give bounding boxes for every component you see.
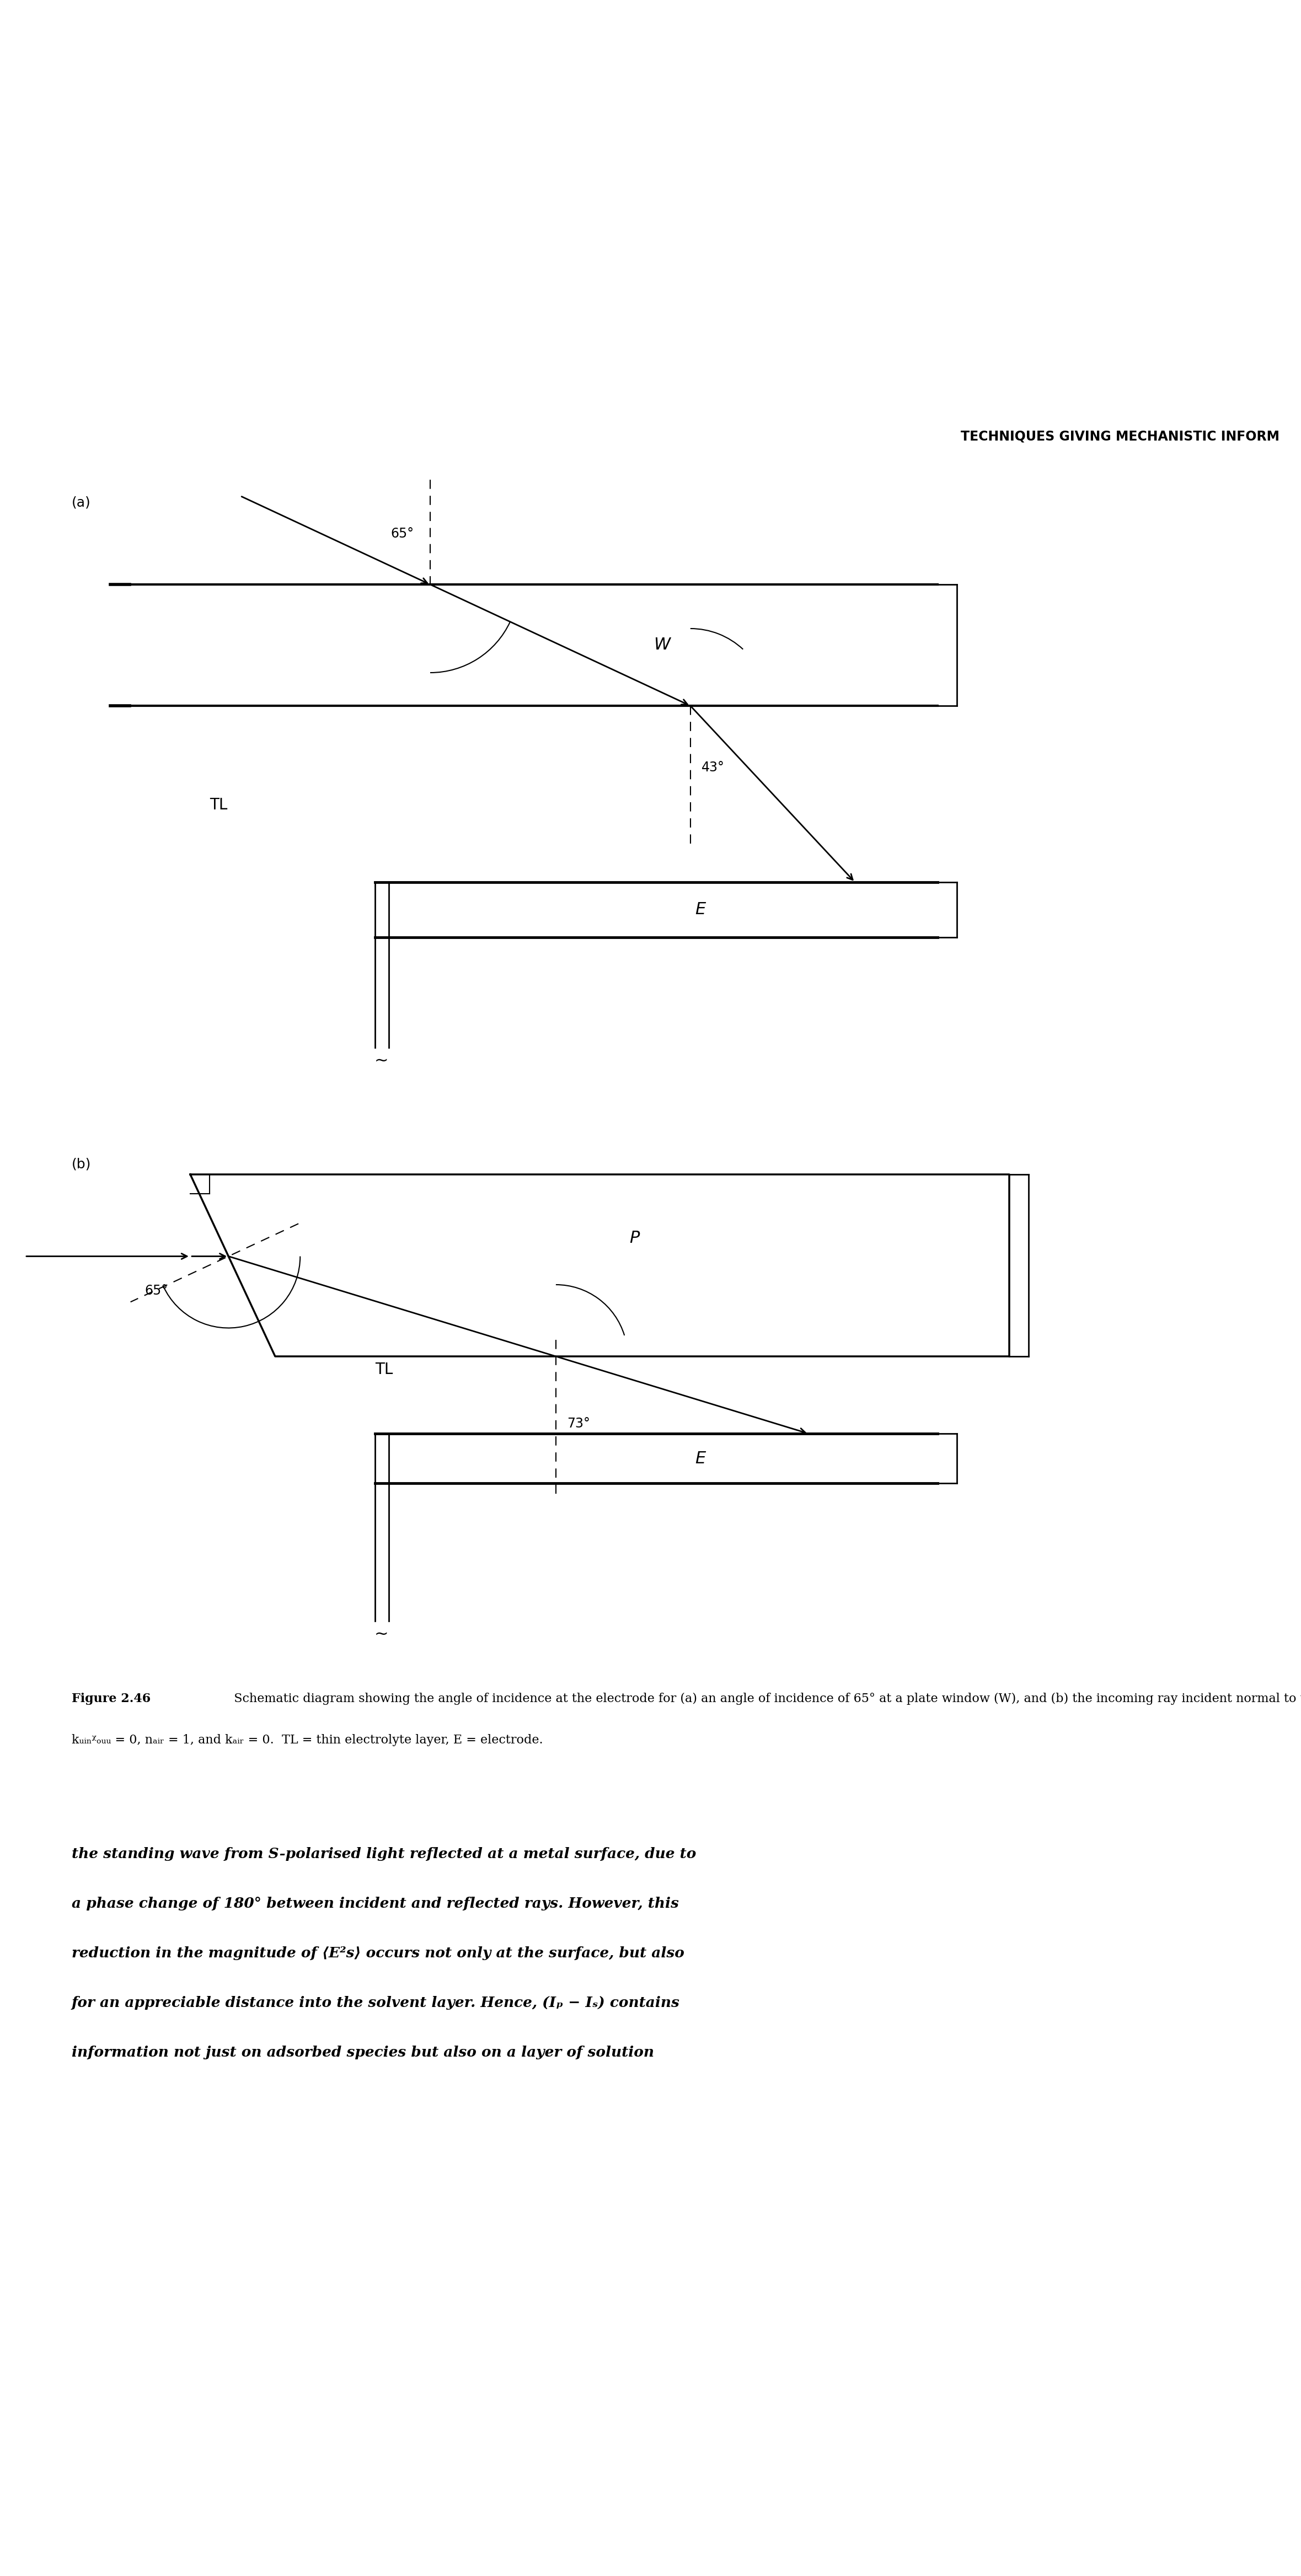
Text: 43°: 43° xyxy=(701,760,725,775)
Text: information not just on adsorbed species but also on a layer of solution: information not just on adsorbed species… xyxy=(72,2045,654,2058)
Text: E: E xyxy=(695,1450,705,1466)
Text: reduction in the magnitude of ⟨E²s⟩ occurs not only at the surface, but also: reduction in the magnitude of ⟨E²s⟩ occu… xyxy=(72,1947,684,1960)
Text: 65°: 65° xyxy=(144,1283,168,1298)
Text: Schematic diagram showing the angle of incidence at the electrode for (a) an ang: Schematic diagram showing the angle of i… xyxy=(226,1692,1301,1705)
Text: (b): (b) xyxy=(72,1157,91,1172)
Text: a phase change of 180° between incident and reflected rays. However, this: a phase change of 180° between incident … xyxy=(72,1896,679,1911)
Text: TECHNIQUES GIVING MECHANISTIC INFORM: TECHNIQUES GIVING MECHANISTIC INFORM xyxy=(960,430,1279,443)
Text: (a): (a) xyxy=(72,497,91,510)
Text: for an appreciable distance into the solvent layer. Hence, (Iₚ − Iₛ) contains: for an appreciable distance into the sol… xyxy=(72,1996,680,2009)
Text: TL: TL xyxy=(209,799,228,811)
Text: the standing wave from S-polarised light reflected at a metal surface, due to: the standing wave from S-polarised light… xyxy=(72,1847,696,1860)
Text: Figure 2.46: Figure 2.46 xyxy=(72,1692,151,1705)
Text: E: E xyxy=(695,902,705,917)
Text: P: P xyxy=(630,1229,639,1247)
Text: kᵤᵢₙᵡₒᵤᵤ = 0, nₐᵢᵣ = 1, and kₐᵢᵣ = 0.  TL = thin electrolyte layer, E = electrod: kᵤᵢₙᵡₒᵤᵤ = 0, nₐᵢᵣ = 1, and kₐᵢᵣ = 0. TL… xyxy=(72,1734,543,1747)
Text: TL: TL xyxy=(375,1363,393,1378)
Text: W: W xyxy=(653,636,670,654)
Text: ~: ~ xyxy=(375,1625,389,1643)
Text: 65°: 65° xyxy=(390,528,414,541)
Text: ~: ~ xyxy=(375,1054,389,1069)
Text: 73°: 73° xyxy=(567,1417,589,1430)
